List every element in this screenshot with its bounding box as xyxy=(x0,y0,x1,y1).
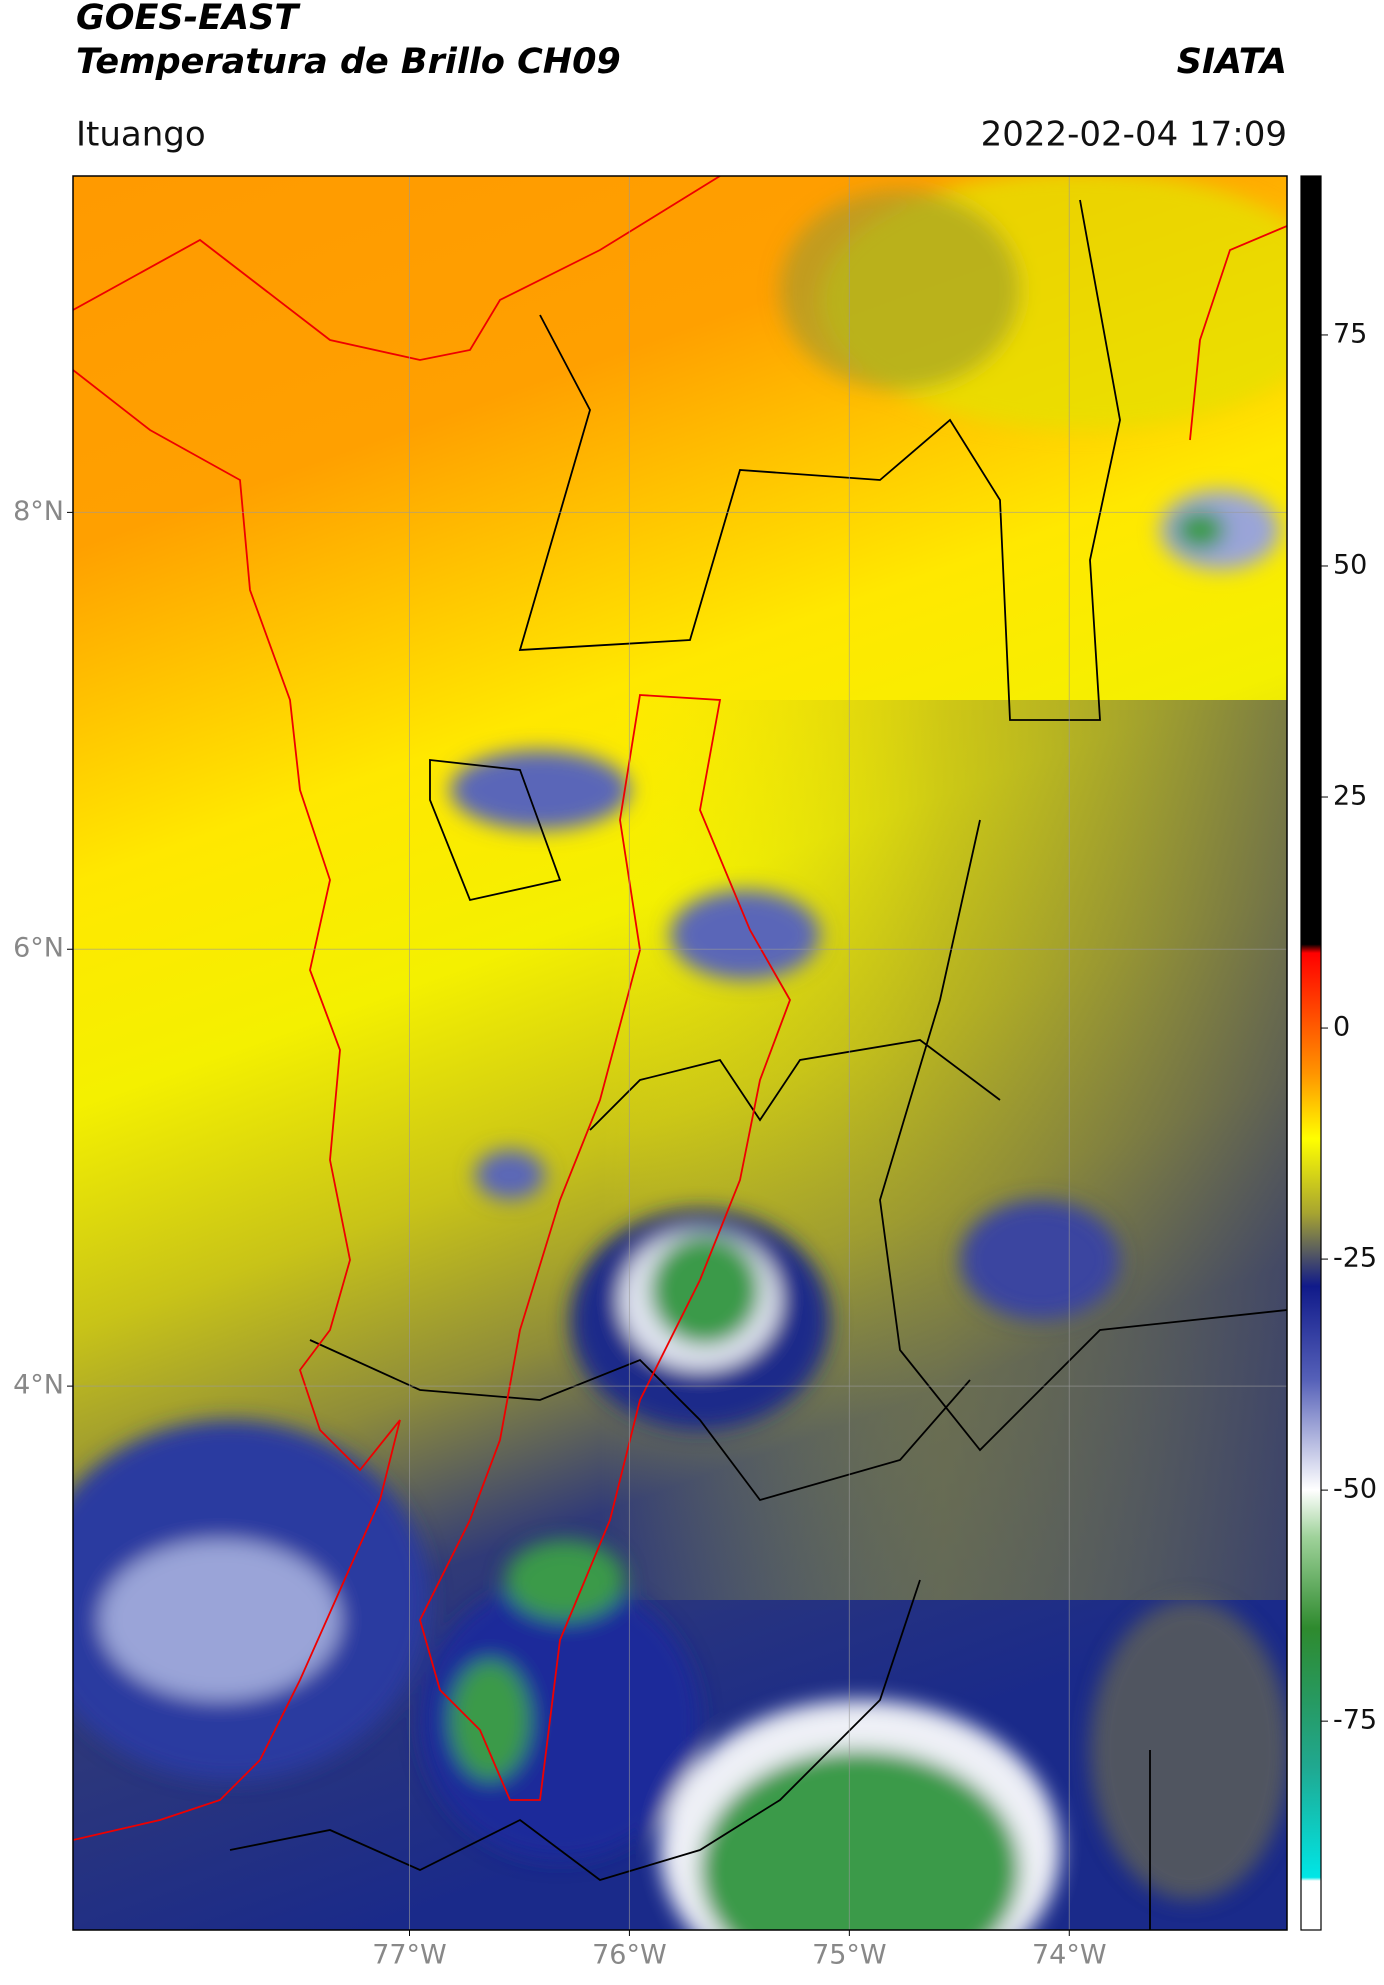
colorbar-tick-label: -25 xyxy=(1333,1243,1377,1274)
timestamp: 2022-02-04 17:09 xyxy=(981,115,1287,155)
y-tick-label: 8°N xyxy=(13,496,64,527)
colorbar-tick-label: 75 xyxy=(1333,318,1367,349)
x-tick-label: 76°W xyxy=(592,1940,667,1971)
colorbar-tick-label: 0 xyxy=(1333,1012,1350,1043)
title: GOES-EAST xyxy=(76,0,301,38)
colorbar-tick-label: 25 xyxy=(1333,781,1367,812)
x-tick-label: 74°W xyxy=(1032,1940,1107,1971)
x-tick-label: 77°W xyxy=(372,1940,447,1971)
colorbar xyxy=(1300,175,1322,1931)
y-tick-label: 6°N xyxy=(13,933,64,964)
y-tick-label: 4°N xyxy=(13,1370,64,1401)
map-frame xyxy=(72,175,1288,1931)
x-tick-label: 75°W xyxy=(812,1940,887,1971)
colorbar-tick-label: -75 xyxy=(1333,1705,1377,1736)
colorbar-tick-label: 50 xyxy=(1333,549,1367,580)
map-image xyxy=(73,176,1287,1930)
subtitle: Temperatura de Brillo CH09 xyxy=(76,42,621,82)
borders xyxy=(229,199,1287,1930)
coastline xyxy=(73,176,1287,1841)
location: Ituango xyxy=(76,115,206,155)
source: SIATA xyxy=(1177,42,1287,82)
colorbar-tick-label: -50 xyxy=(1333,1474,1377,1505)
